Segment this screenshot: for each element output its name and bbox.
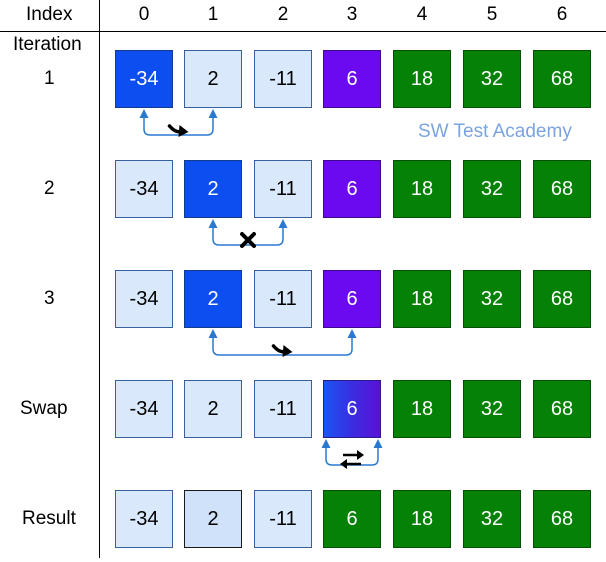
comparison-connector [212, 227, 284, 246]
array-cell: 6 [323, 380, 381, 438]
array-cell: 2 [184, 270, 242, 328]
array-cell: 68 [533, 270, 591, 328]
iteration-header: Iteration [13, 34, 82, 55]
array-cell: 2 [184, 50, 242, 108]
index-label: 2 [277, 4, 289, 25]
array-cell: 32 [463, 490, 521, 548]
connector-arrowhead [347, 329, 357, 338]
array-cell: -11 [254, 160, 312, 218]
array-cell: 32 [463, 270, 521, 328]
watermark: SW Test Academy [418, 121, 572, 142]
array-cell: -11 [254, 380, 312, 438]
array-cell: -34 [115, 270, 173, 328]
array-cell: -34 [115, 380, 173, 438]
connector-arrowhead [321, 439, 331, 448]
row-label: 2 [44, 178, 55, 199]
array-cell: 32 [463, 160, 521, 218]
array-cell: 68 [533, 50, 591, 108]
connector-arrowhead [208, 329, 218, 338]
array-cell: 32 [463, 50, 521, 108]
array-cell: 6 [323, 50, 381, 108]
array-cell: 68 [533, 490, 591, 548]
row-label: 1 [44, 68, 55, 89]
array-cell: 2 [184, 380, 242, 438]
connector-arrowhead [278, 219, 288, 228]
swap-icon [340, 450, 364, 469]
header-row-divider [0, 31, 606, 32]
array-cell: -11 [254, 490, 312, 548]
array-cell: 32 [463, 380, 521, 438]
connector-arrowhead [139, 109, 149, 118]
array-cell: 2 [184, 160, 242, 218]
connector-arrowhead [208, 219, 218, 228]
array-cell: -34 [115, 160, 173, 218]
array-cell: 6 [323, 270, 381, 328]
cross-icon [240, 232, 256, 248]
array-cell: 18 [393, 490, 451, 548]
comparison-connector [143, 117, 214, 136]
array-cell: -11 [254, 50, 312, 108]
array-cell: -11 [254, 270, 312, 328]
array-cell: -34 [115, 490, 173, 548]
row-label: Swap [20, 398, 68, 419]
array-cell: 68 [533, 160, 591, 218]
array-cell: 68 [533, 380, 591, 438]
array-cell: 2 [184, 490, 242, 548]
array-cell: 6 [323, 490, 381, 548]
next-arrow-icon [167, 124, 189, 137]
index-label: 5 [486, 4, 498, 25]
array-cell: 6 [323, 160, 381, 218]
array-cell: 18 [393, 270, 451, 328]
connector-arrowhead [208, 109, 218, 118]
row-label: 3 [44, 288, 55, 309]
index-label: 4 [416, 4, 428, 25]
next-arrow-icon [271, 344, 293, 357]
array-cell: 18 [393, 160, 451, 218]
array-cell: -34 [115, 50, 173, 108]
index-label: 0 [138, 4, 150, 25]
index-label: 6 [556, 4, 568, 25]
comparison-connector [212, 337, 353, 356]
index-label: 3 [346, 4, 358, 25]
connector-arrowhead [373, 439, 383, 448]
array-cell: 18 [393, 50, 451, 108]
row-label: Result [22, 508, 76, 529]
index-header: Index [26, 4, 73, 25]
header-column-divider [99, 0, 100, 558]
index-label: 1 [207, 4, 219, 25]
array-cell: 18 [393, 380, 451, 438]
